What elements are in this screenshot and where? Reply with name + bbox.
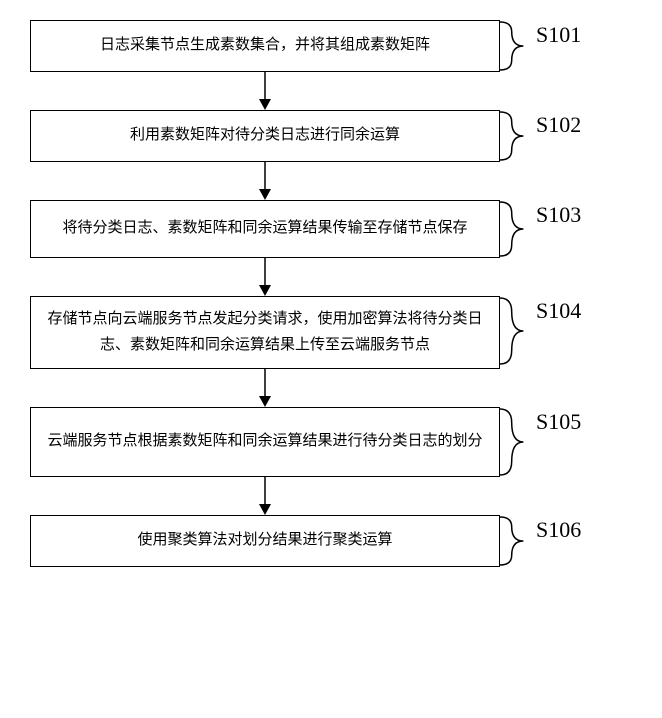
flow-step-box: 日志采集节点生成素数集合，并将其组成素数矩阵	[30, 20, 500, 72]
step-label: S105	[536, 407, 581, 435]
flow-step-row: 利用素数矩阵对待分类日志进行同余运算 S102	[30, 110, 632, 162]
step-label: S103	[536, 200, 581, 228]
flow-step-box: 云端服务节点根据素数矩阵和同余运算结果进行待分类日志的划分	[30, 407, 500, 477]
flow-step-row: 云端服务节点根据素数矩阵和同余运算结果进行待分类日志的划分 S105	[30, 407, 632, 477]
brace-connector	[500, 110, 530, 162]
flowchart-container: 日志采集节点生成素数集合，并将其组成素数矩阵 S101 利用素数矩阵对待分类日志进行…	[30, 20, 632, 567]
flow-arrow	[30, 72, 500, 110]
brace-connector	[500, 296, 530, 366]
step-label: S104	[536, 296, 581, 324]
flow-step-row: 使用聚类算法对划分结果进行聚类运算 S106	[30, 515, 632, 567]
flow-step-box: 存储节点向云端服务节点发起分类请求，使用加密算法将待分类日志、素数矩阵和同余运算…	[30, 296, 500, 369]
brace-connector	[500, 515, 530, 567]
flow-arrow	[30, 258, 500, 296]
step-label: S101	[536, 20, 581, 48]
flow-step-row: 将待分类日志、素数矩阵和同余运算结果传输至存储节点保存 S103	[30, 200, 632, 258]
brace-connector	[500, 200, 530, 258]
flow-step-row: 日志采集节点生成素数集合，并将其组成素数矩阵 S101	[30, 20, 632, 72]
brace-connector	[500, 407, 530, 477]
step-label: S102	[536, 110, 581, 138]
step-label: S106	[536, 515, 581, 543]
flow-step-box: 利用素数矩阵对待分类日志进行同余运算	[30, 110, 500, 162]
brace-connector	[500, 20, 530, 72]
flow-step-box: 使用聚类算法对划分结果进行聚类运算	[30, 515, 500, 567]
flow-step-box: 将待分类日志、素数矩阵和同余运算结果传输至存储节点保存	[30, 200, 500, 258]
flow-arrow	[30, 162, 500, 200]
flow-step-row: 存储节点向云端服务节点发起分类请求，使用加密算法将待分类日志、素数矩阵和同余运算…	[30, 296, 632, 369]
flow-arrow	[30, 477, 500, 515]
flow-arrow	[30, 369, 500, 407]
